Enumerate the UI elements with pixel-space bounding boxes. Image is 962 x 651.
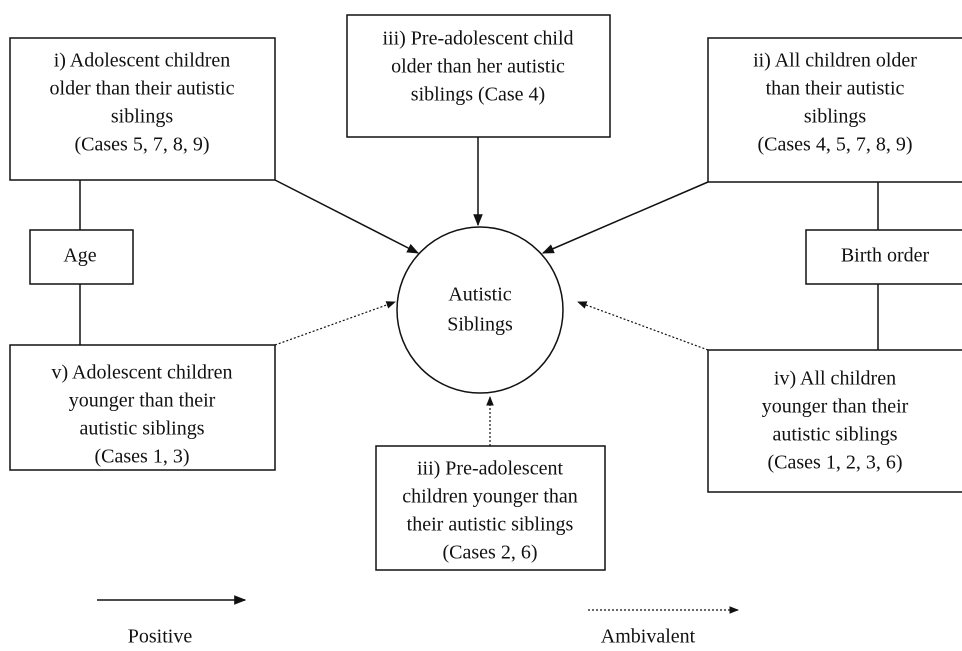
ambivalent-arrow: [274, 301, 396, 346]
node-text: than their autistic: [766, 78, 905, 100]
node-box: [707, 349, 962, 493]
node-text: (Cases 2, 6): [443, 542, 538, 564]
node-text: iii) Pre-adolescent: [417, 458, 563, 480]
legend-label: Ambivalent: [601, 626, 696, 648]
node-text: v) Adolescent children: [51, 362, 232, 384]
node-text: siblings: [804, 106, 866, 128]
node-text: i) Adolescent children: [54, 50, 231, 72]
node-text: their autistic siblings: [407, 514, 574, 536]
positive-arrow: [541, 181, 709, 254]
node-box: [9, 344, 276, 471]
node-box: [9, 37, 276, 181]
node-text: older than her autistic: [391, 56, 565, 78]
node-text: (Cases 1, 3): [95, 446, 190, 468]
positive-arrow: [274, 179, 420, 254]
node-text: (Cases 1, 2, 3, 6): [768, 452, 903, 474]
center-text: Autistic: [448, 284, 511, 306]
node-text: siblings (Case 4): [411, 84, 545, 106]
node-box: [375, 445, 606, 571]
ambivalent-arrow: [577, 301, 709, 351]
node-text: iii) Pre-adolescent child: [382, 28, 573, 50]
factor-box: [805, 229, 962, 285]
node-text: (Cases 4, 5, 7, 8, 9): [758, 134, 913, 156]
factor-label: Age: [63, 245, 96, 267]
node-text: older than their autistic: [50, 78, 235, 100]
legend-label: Positive: [128, 626, 193, 648]
node-text: children younger than: [402, 486, 578, 508]
node-text: iv) All children: [774, 368, 896, 390]
node-text: younger than their: [762, 396, 909, 418]
node-text: younger than their: [69, 390, 216, 412]
center-circle: [396, 226, 564, 394]
node-text: (Cases 5, 7, 8, 9): [75, 134, 210, 156]
node-text: siblings: [111, 106, 173, 128]
node-text: autistic siblings: [80, 418, 205, 440]
node-text: autistic siblings: [773, 424, 898, 446]
node-box: [707, 37, 962, 183]
center-text: Siblings: [447, 314, 513, 336]
factor-box: [29, 229, 134, 285]
node-box: [346, 14, 611, 138]
factor-label: Birth order: [841, 245, 930, 267]
node-text: ii) All children older: [753, 50, 917, 72]
